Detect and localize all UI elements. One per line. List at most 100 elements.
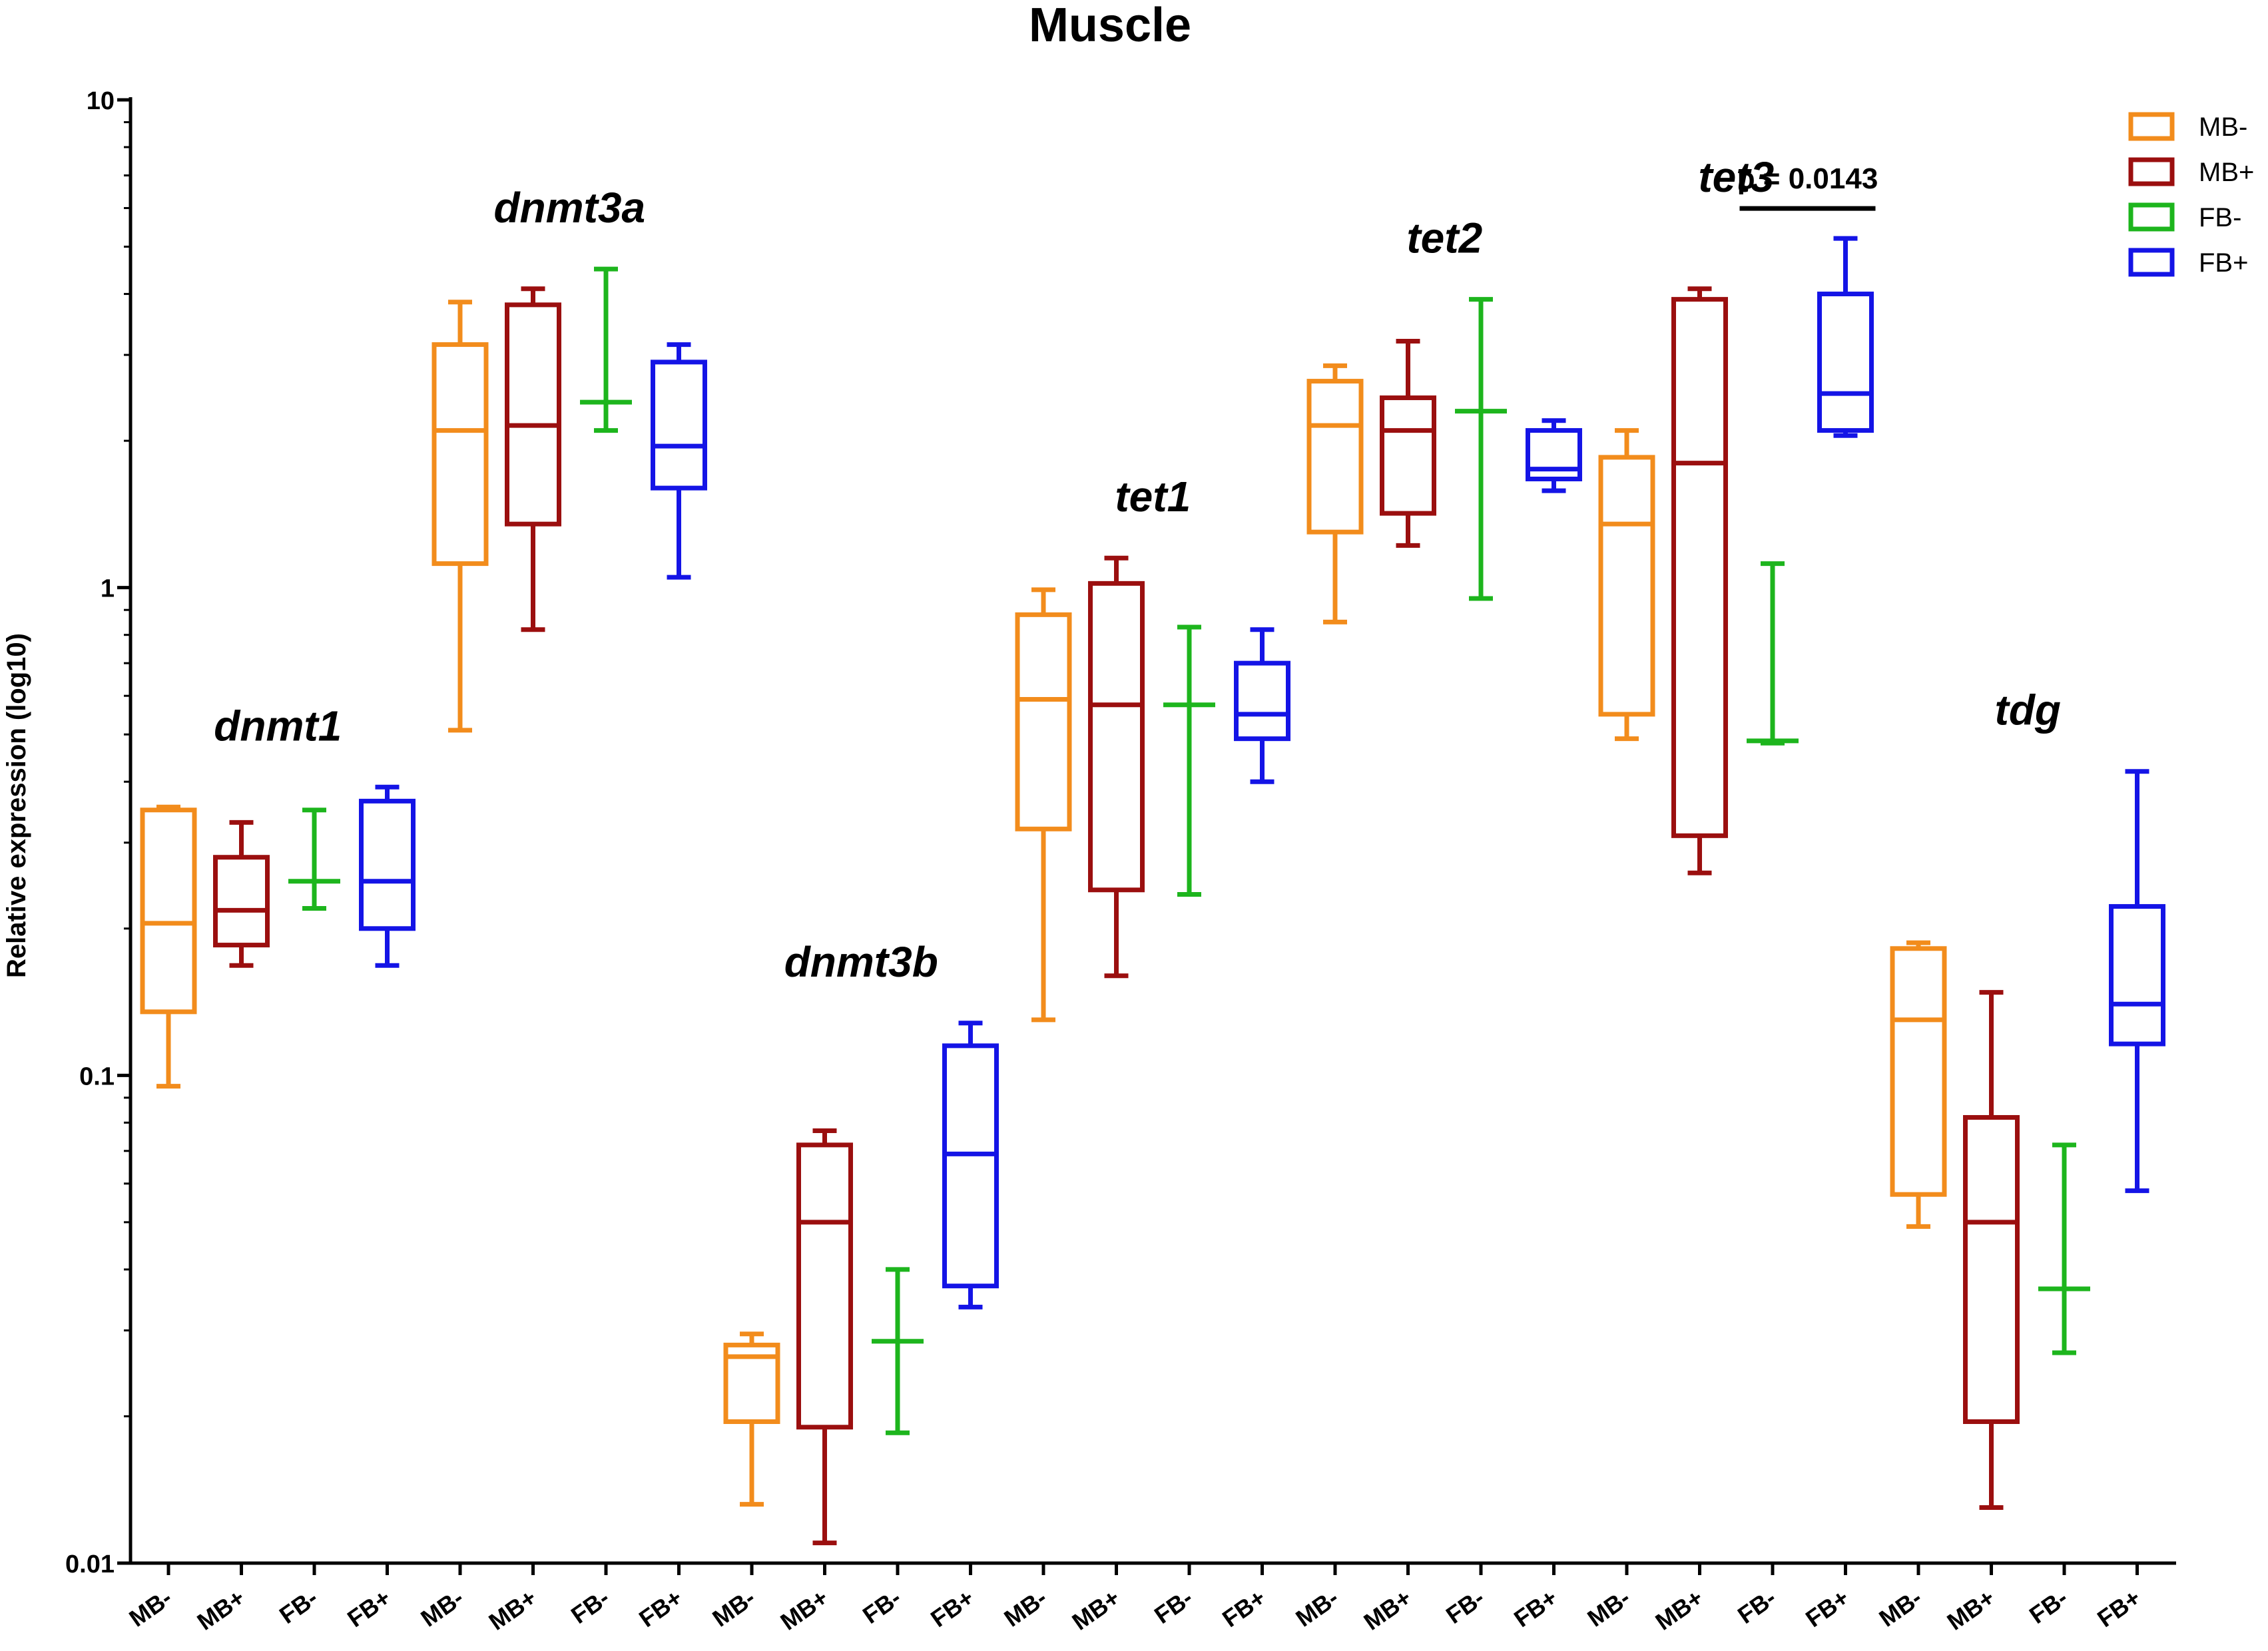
axes bbox=[129, 97, 2176, 1565]
x-tick-label: FB+ bbox=[634, 1584, 687, 1632]
box-iqr bbox=[1088, 581, 1145, 893]
x-tick-label: MB- bbox=[416, 1584, 468, 1632]
gene-label-tet1: tet1 bbox=[1115, 473, 1191, 521]
box-iqr bbox=[1234, 660, 1290, 742]
box-dnmt1-FBminus bbox=[288, 808, 340, 911]
box-tet1-FBplus bbox=[1234, 627, 1290, 784]
box-dnmt3a-FBplus bbox=[651, 342, 707, 580]
x-tick-label: MB+ bbox=[1650, 1584, 1708, 1636]
box-iqr bbox=[1380, 395, 1436, 516]
box-iqr bbox=[942, 1043, 999, 1289]
x-tick-label: FB- bbox=[1149, 1584, 1198, 1629]
box-tdg-FBplus bbox=[2109, 769, 2165, 1194]
box-iqr bbox=[1015, 612, 1072, 831]
y-axis-label: Relative expression (log10) bbox=[2, 633, 31, 978]
box-iqr bbox=[1306, 379, 1364, 535]
x-tick-label: MB- bbox=[707, 1584, 760, 1632]
x-tick-label: MB- bbox=[1874, 1584, 1926, 1632]
box-iqr bbox=[723, 1342, 780, 1425]
legend-label: FB+ bbox=[2199, 248, 2248, 278]
x-tick-label: MB+ bbox=[775, 1584, 833, 1636]
legend: MB- MB+ FB- FB+ bbox=[2128, 112, 2254, 278]
x-tick-label: FB+ bbox=[2092, 1584, 2145, 1632]
legend-swatch-FBplus bbox=[2128, 248, 2175, 277]
box-dnmt3a-MBplus bbox=[505, 286, 561, 632]
box-iqr bbox=[2109, 904, 2165, 1047]
box-tet3-FBminus bbox=[1747, 561, 1799, 746]
gene-label-dnmt3a: dnmt3a bbox=[493, 184, 645, 232]
box-iqr bbox=[1598, 455, 1655, 717]
box-dnmt3a-FBminus bbox=[580, 266, 632, 433]
box-dnmt3b-MBminus bbox=[723, 1331, 780, 1507]
box-iqr bbox=[505, 302, 561, 527]
box-tet3-FBplus bbox=[1817, 236, 1874, 438]
x-tick-label: MB+ bbox=[483, 1584, 541, 1636]
significance-annotations: p = 0.0143 bbox=[1737, 162, 1878, 211]
legend-label: FB- bbox=[2199, 203, 2241, 232]
box-dnmt3b-FBplus bbox=[942, 1021, 999, 1309]
box-tet2-MBminus bbox=[1306, 363, 1364, 624]
x-tick-label: FB+ bbox=[1801, 1584, 1854, 1632]
box-dnmt3b-MBplus bbox=[796, 1128, 853, 1546]
x-tick-label: MB- bbox=[1290, 1584, 1343, 1632]
x-tick-label: FB+ bbox=[1217, 1584, 1271, 1632]
y-tick-label: 0.01 bbox=[65, 1550, 115, 1578]
x-tick-label: FB+ bbox=[342, 1584, 396, 1632]
gene-label-dnmt1: dnmt1 bbox=[214, 702, 342, 750]
box-dnmt3a-MBminus bbox=[431, 300, 489, 733]
x-tick-label: MB- bbox=[124, 1584, 176, 1632]
x-tick-label: FB- bbox=[2024, 1584, 2073, 1629]
x-tick-label: MB+ bbox=[1067, 1584, 1125, 1636]
box-iqr bbox=[213, 855, 270, 948]
box-tdg-MBplus bbox=[1963, 990, 2020, 1511]
x-tick-label: FB- bbox=[1441, 1584, 1490, 1629]
gene-label-tet3: tet3 bbox=[1698, 153, 1774, 201]
box-tet2-FBminus bbox=[1455, 297, 1507, 601]
box-tdg-FBminus bbox=[2038, 1142, 2090, 1355]
x-tick-label: MB+ bbox=[1358, 1584, 1416, 1636]
box-tet2-MBplus bbox=[1380, 339, 1436, 548]
gene-label-tdg: tdg bbox=[1995, 686, 2062, 734]
y-tick-label: 1 bbox=[101, 575, 115, 603]
legend-swatch-FBminus bbox=[2128, 202, 2175, 232]
y-tick-label: 0.1 bbox=[79, 1062, 115, 1090]
x-tick-label: FB- bbox=[858, 1584, 906, 1629]
x-tick-label: MB+ bbox=[1942, 1584, 2000, 1636]
box-tet3-MBplus bbox=[1671, 286, 1728, 875]
x-tick-label: FB- bbox=[1733, 1584, 1781, 1629]
box-dnmt1-MBplus bbox=[213, 820, 270, 968]
gene-label-dnmt3b: dnmt3b bbox=[784, 938, 938, 986]
y-ticks: 10 1 0.1 0.01 bbox=[65, 87, 131, 1578]
box-iqr bbox=[1817, 292, 1874, 433]
box-iqr bbox=[140, 808, 197, 1015]
chart-title: Muscle bbox=[1029, 0, 1191, 52]
box-iqr bbox=[1890, 946, 1947, 1197]
box-iqr bbox=[796, 1142, 853, 1430]
y-tick-label: 10 bbox=[87, 87, 115, 115]
box-tet1-MBminus bbox=[1015, 587, 1072, 1023]
box-iqr bbox=[431, 342, 489, 567]
legend-label: MB- bbox=[2199, 113, 2247, 142]
box-series bbox=[140, 236, 2165, 1546]
box-iqr bbox=[1526, 428, 1582, 481]
x-tick-labels: MB- MB+ FB- FB+ MB- MB+ FB- FB+ MB- MB+ FB- FB+ MB- M… bbox=[124, 1563, 2145, 1636]
legend-swatch-MBplus bbox=[2128, 157, 2175, 186]
x-tick-label: MB+ bbox=[192, 1584, 250, 1636]
box-tet3-MBminus bbox=[1598, 428, 1655, 742]
box-iqr bbox=[651, 359, 707, 491]
x-tick-label: FB- bbox=[566, 1584, 615, 1629]
x-tick-label: MB- bbox=[1582, 1584, 1635, 1632]
box-dnmt1-FBplus bbox=[359, 784, 416, 968]
x-tick-label: FB+ bbox=[1509, 1584, 1562, 1632]
box-iqr bbox=[359, 798, 416, 931]
box-tdg-MBminus bbox=[1890, 940, 1947, 1229]
box-dnmt1-MBminus bbox=[140, 804, 197, 1089]
x-tick-label: FB+ bbox=[926, 1584, 979, 1632]
box-tet2-FBplus bbox=[1526, 418, 1582, 493]
legend-swatch-MBminus bbox=[2128, 112, 2175, 141]
gene-labels: dnmt1 dnmt3a dnmt3b tet1 tet2 tet3 tdg bbox=[214, 153, 2061, 986]
x-tick-label: MB- bbox=[999, 1584, 1051, 1632]
p-value-label: p = 0.0143 bbox=[1737, 162, 1878, 195]
legend-label: MB+ bbox=[2199, 158, 2254, 187]
